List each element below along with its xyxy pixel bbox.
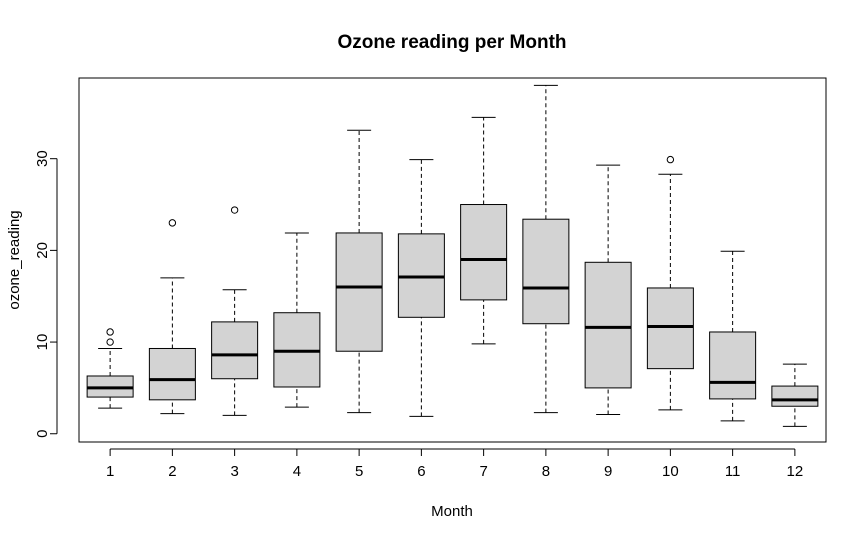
- y-axis-label: ozone_reading: [6, 210, 23, 309]
- box-month-3: [211, 206, 259, 416]
- x-tick-label: 6: [417, 463, 425, 480]
- x-tick-label: 5: [355, 463, 363, 480]
- x-tick-label: 3: [230, 463, 238, 480]
- chart-title: Ozone reading per Month: [337, 32, 566, 53]
- box-iqr: [709, 331, 757, 400]
- box-month-2: [148, 219, 196, 415]
- x-tick-label: 8: [542, 463, 550, 480]
- box-month-6: [397, 159, 445, 417]
- y-tick-label: 0: [34, 430, 51, 438]
- outlier-point: [168, 219, 177, 227]
- box-month-7: [460, 116, 508, 345]
- x-tick-label: 12: [787, 463, 804, 480]
- box-iqr: [211, 321, 259, 380]
- outlier-point: [230, 206, 239, 214]
- box-month-4: [273, 232, 321, 408]
- x-tick-label: 1: [106, 463, 114, 480]
- boxes-group: [86, 84, 819, 427]
- x-tick-label: 7: [479, 463, 487, 480]
- box-iqr: [771, 385, 819, 407]
- box-iqr: [460, 204, 508, 301]
- x-axis-label: Month: [431, 503, 473, 520]
- outlier-point: [106, 328, 114, 336]
- y-tick-label: 20: [34, 242, 51, 259]
- x-tick-label: 4: [293, 463, 301, 480]
- x-tick-label: 2: [168, 463, 176, 480]
- box-month-8: [522, 84, 570, 414]
- y-tick-label: 30: [34, 150, 51, 167]
- x-axis: 1 2 3 4 5 6 7 8 9 10 11 12: [106, 448, 804, 480]
- x-tick-label: 10: [662, 463, 679, 480]
- y-tick-label: 10: [34, 334, 51, 351]
- outlier-point: [106, 338, 114, 346]
- box-month-11: [709, 250, 757, 422]
- y-axis: 0 10 20 30: [34, 150, 58, 438]
- box-iqr: [584, 261, 632, 389]
- box-iqr: [646, 287, 694, 370]
- box-iqr: [335, 232, 383, 352]
- box-iqr: [148, 347, 196, 401]
- box-month-5: [335, 129, 383, 414]
- box-month-1: [86, 328, 134, 409]
- outlier-point: [666, 155, 675, 164]
- box-month-12: [771, 363, 819, 427]
- x-tick-label: 9: [604, 463, 612, 480]
- plot-frame: [78, 77, 827, 443]
- box-month-9: [584, 164, 632, 415]
- box-month-10: [646, 155, 694, 411]
- box-iqr: [522, 218, 570, 325]
- x-tick-label: 11: [725, 463, 741, 480]
